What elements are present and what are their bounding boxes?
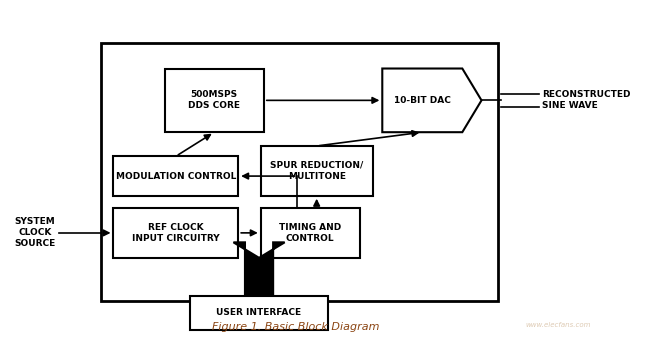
Text: REF CLOCK
INPUT CIRCUITRY: REF CLOCK INPUT CIRCUITRY — [132, 223, 219, 243]
Text: 500MSPS
DDS CORE: 500MSPS DDS CORE — [188, 90, 240, 110]
Text: 10-BIT DAC: 10-BIT DAC — [394, 96, 451, 105]
Bar — [261, 208, 360, 258]
Text: SYSTEM
CLOCK
SOURCE: SYSTEM CLOCK SOURCE — [14, 217, 56, 248]
Text: RECONSTRUCTED
SINE WAVE: RECONSTRUCTED SINE WAVE — [543, 90, 631, 110]
Polygon shape — [382, 68, 481, 132]
Bar — [101, 43, 498, 301]
Text: SPUR REDUCTION/
MULTITONE: SPUR REDUCTION/ MULTITONE — [270, 161, 363, 181]
Bar — [114, 156, 238, 196]
Text: www.elecfans.com: www.elecfans.com — [526, 322, 591, 328]
Text: MODULATION CONTROL: MODULATION CONTROL — [116, 171, 236, 180]
Polygon shape — [234, 242, 285, 296]
Text: USER INTERFACE: USER INTERFACE — [217, 308, 302, 318]
Bar — [190, 296, 328, 330]
Bar — [165, 68, 264, 132]
Text: Figure 1. Basic Block Diagram: Figure 1. Basic Block Diagram — [212, 322, 379, 332]
Bar — [114, 208, 238, 258]
Text: TIMING AND
CONTROL: TIMING AND CONTROL — [279, 223, 342, 243]
Bar — [261, 146, 373, 196]
